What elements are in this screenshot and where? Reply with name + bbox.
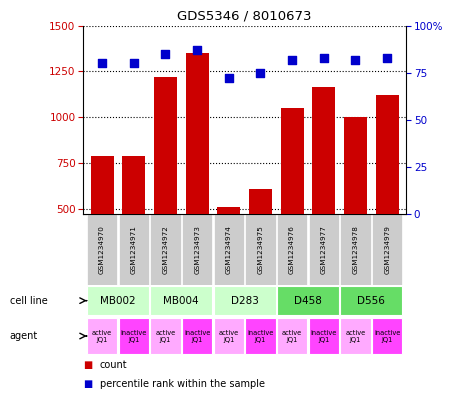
Text: inactive
JQ1: inactive JQ1 bbox=[311, 329, 337, 343]
Bar bbox=[340, 286, 402, 316]
Bar bbox=[186, 53, 209, 214]
Text: cell line: cell line bbox=[10, 296, 47, 306]
Point bbox=[320, 55, 328, 61]
Bar bbox=[150, 214, 180, 285]
Bar bbox=[87, 318, 117, 354]
Text: GSM1234977: GSM1234977 bbox=[321, 225, 327, 274]
Text: inactive
JQ1: inactive JQ1 bbox=[247, 329, 274, 343]
Bar bbox=[150, 318, 180, 354]
Bar bbox=[214, 286, 276, 316]
Bar bbox=[154, 77, 177, 214]
Point bbox=[193, 47, 201, 53]
Bar bbox=[277, 286, 339, 316]
Point bbox=[256, 70, 264, 76]
Text: D556: D556 bbox=[357, 296, 385, 306]
Text: active
JQ1: active JQ1 bbox=[92, 329, 112, 343]
Point bbox=[225, 75, 233, 81]
Point bbox=[288, 56, 296, 62]
Text: D283: D283 bbox=[231, 296, 258, 306]
Text: ■: ■ bbox=[83, 360, 92, 369]
Text: GSM1234976: GSM1234976 bbox=[289, 225, 295, 274]
Bar bbox=[119, 318, 149, 354]
Point bbox=[162, 51, 169, 57]
Bar bbox=[123, 156, 145, 214]
Bar bbox=[309, 318, 339, 354]
Text: MB004: MB004 bbox=[163, 296, 199, 306]
Bar bbox=[91, 156, 114, 214]
Text: active
JQ1: active JQ1 bbox=[282, 329, 302, 343]
Text: active
JQ1: active JQ1 bbox=[218, 329, 239, 343]
Bar bbox=[182, 214, 212, 285]
Title: GDS5346 / 8010673: GDS5346 / 8010673 bbox=[177, 10, 312, 23]
Bar bbox=[277, 214, 307, 285]
Text: agent: agent bbox=[10, 331, 38, 341]
Text: inactive
JQ1: inactive JQ1 bbox=[184, 329, 210, 343]
Text: active
JQ1: active JQ1 bbox=[155, 329, 176, 343]
Bar bbox=[340, 318, 370, 354]
Bar bbox=[119, 214, 149, 285]
Text: GSM1234971: GSM1234971 bbox=[131, 225, 137, 274]
Bar bbox=[372, 214, 402, 285]
Text: GSM1234975: GSM1234975 bbox=[257, 225, 264, 274]
Bar bbox=[218, 207, 240, 214]
Bar bbox=[87, 214, 117, 285]
Bar bbox=[313, 87, 335, 214]
Bar bbox=[245, 214, 275, 285]
Text: percentile rank within the sample: percentile rank within the sample bbox=[100, 379, 265, 389]
Bar bbox=[249, 189, 272, 214]
Text: inactive
JQ1: inactive JQ1 bbox=[121, 329, 147, 343]
Text: GSM1234972: GSM1234972 bbox=[162, 225, 169, 274]
Text: GSM1234970: GSM1234970 bbox=[99, 225, 105, 274]
Point bbox=[98, 60, 106, 66]
Point bbox=[383, 55, 391, 61]
Text: GSM1234978: GSM1234978 bbox=[352, 225, 359, 274]
Bar bbox=[87, 286, 149, 316]
Bar bbox=[340, 214, 370, 285]
Bar bbox=[182, 318, 212, 354]
Bar bbox=[214, 318, 244, 354]
Point bbox=[130, 60, 138, 66]
Bar bbox=[150, 286, 212, 316]
Bar bbox=[309, 214, 339, 285]
Text: GSM1234973: GSM1234973 bbox=[194, 225, 200, 274]
Bar bbox=[376, 95, 399, 214]
Text: MB002: MB002 bbox=[100, 296, 136, 306]
Text: inactive
JQ1: inactive JQ1 bbox=[374, 329, 400, 343]
Text: count: count bbox=[100, 360, 127, 369]
Bar bbox=[277, 318, 307, 354]
Point bbox=[352, 56, 359, 62]
Text: D458: D458 bbox=[294, 296, 322, 306]
Text: GSM1234974: GSM1234974 bbox=[226, 225, 232, 274]
Text: active
JQ1: active JQ1 bbox=[345, 329, 366, 343]
Bar bbox=[372, 318, 402, 354]
Bar bbox=[214, 214, 244, 285]
Text: ■: ■ bbox=[83, 379, 92, 389]
Bar bbox=[245, 318, 275, 354]
Bar bbox=[281, 108, 304, 214]
Bar bbox=[344, 117, 367, 214]
Text: GSM1234979: GSM1234979 bbox=[384, 225, 390, 274]
